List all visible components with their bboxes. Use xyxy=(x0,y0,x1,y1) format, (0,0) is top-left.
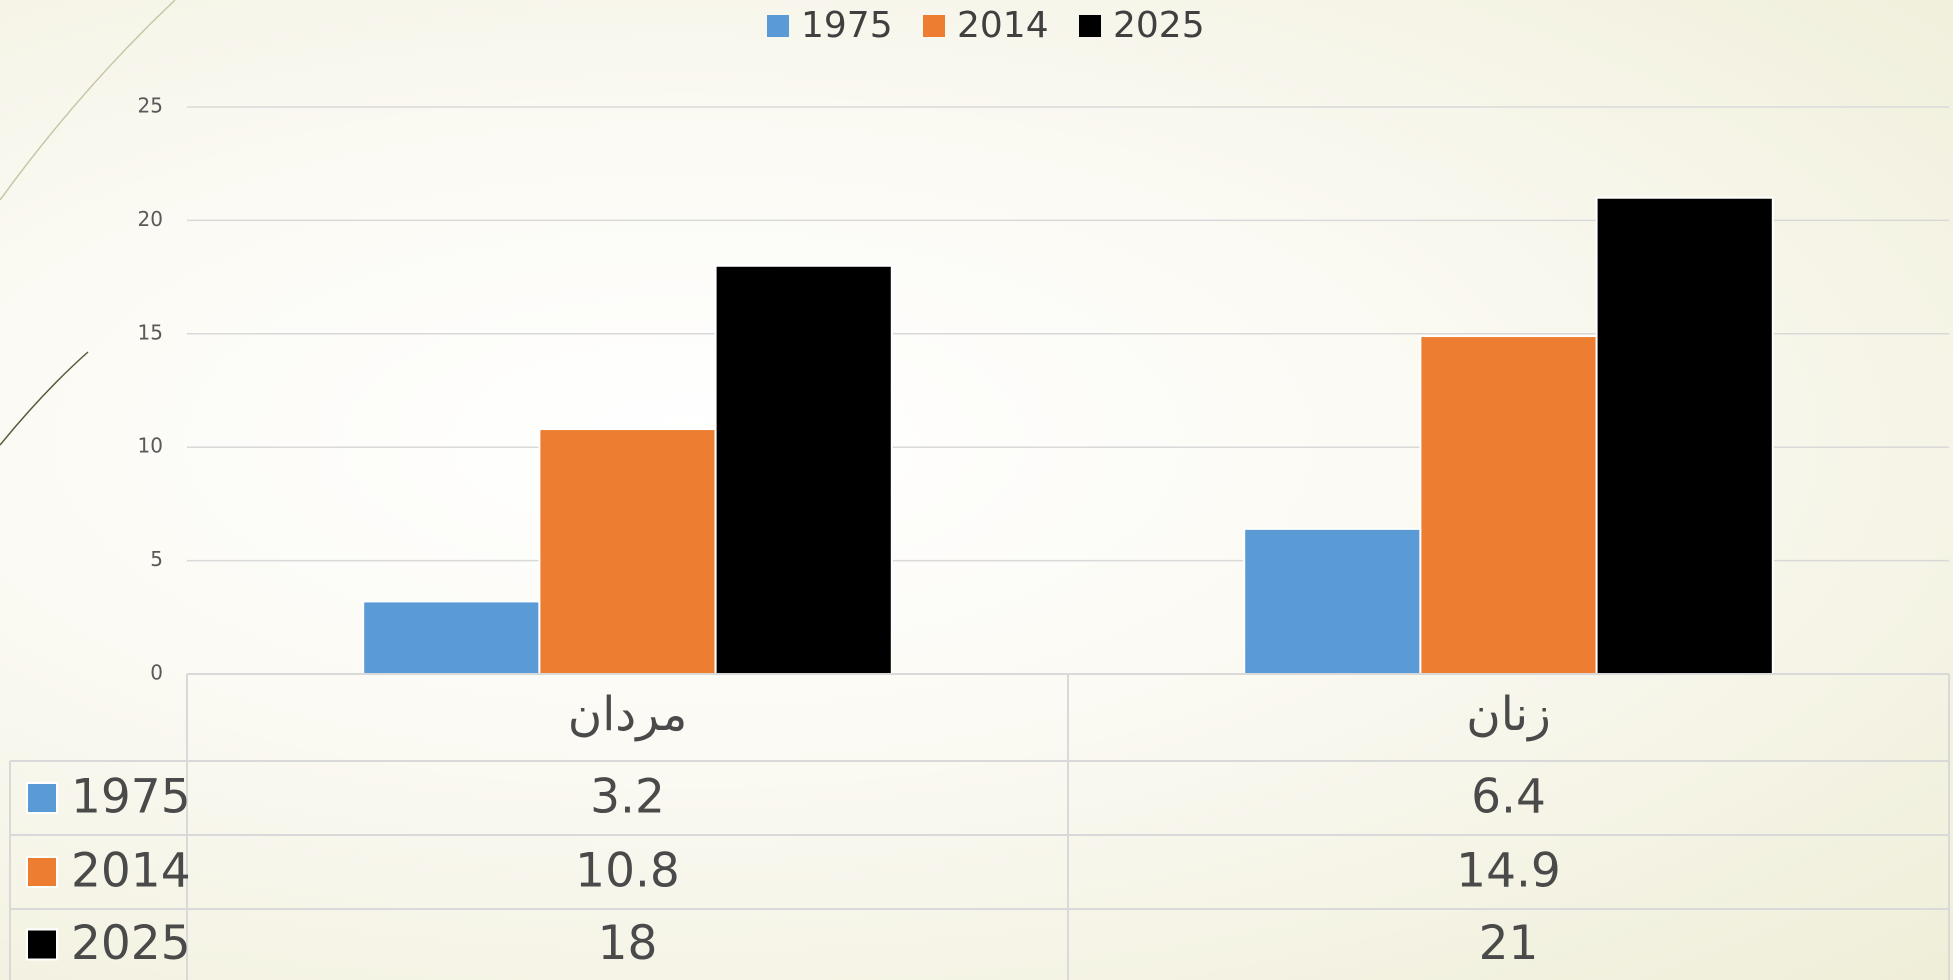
table-series-label: 1975 xyxy=(71,770,191,825)
legend-swatch xyxy=(767,15,789,37)
legend-swatch xyxy=(1079,15,1101,37)
x-tick-label: زنان xyxy=(1466,687,1551,742)
y-tick-label: 0 xyxy=(150,661,163,685)
table-series-label: 2014 xyxy=(71,844,191,899)
table-value: 18 xyxy=(598,916,658,971)
y-tick-label: 25 xyxy=(138,94,163,118)
bar xyxy=(538,428,717,675)
table-value: 3.2 xyxy=(590,770,665,825)
table-value: 21 xyxy=(1479,916,1539,971)
table-legend-swatch xyxy=(26,856,58,888)
table-value: 6.4 xyxy=(1471,770,1546,825)
legend-label: 1975 xyxy=(801,5,893,46)
bar xyxy=(714,264,893,675)
y-tick-label: 10 xyxy=(138,434,163,458)
table-value: 10.8 xyxy=(575,844,680,899)
table-value: 14.9 xyxy=(1456,844,1561,899)
table-series-label: 2025 xyxy=(71,916,191,971)
bar xyxy=(362,600,541,676)
table-legend-swatch xyxy=(26,928,58,961)
bar xyxy=(1419,335,1598,675)
y-tick-label: 15 xyxy=(138,320,163,344)
legend-label: 2025 xyxy=(1113,5,1205,46)
bar xyxy=(1595,196,1774,675)
table-legend-swatch xyxy=(26,782,58,814)
bar xyxy=(1243,527,1422,676)
legend-swatch xyxy=(923,15,945,37)
decoration xyxy=(0,0,176,201)
y-tick-label: 5 xyxy=(150,547,163,571)
x-tick-label: مردان xyxy=(568,687,688,742)
decoration xyxy=(0,351,89,446)
legend-label: 2014 xyxy=(957,5,1049,46)
y-tick-label: 20 xyxy=(138,207,163,231)
